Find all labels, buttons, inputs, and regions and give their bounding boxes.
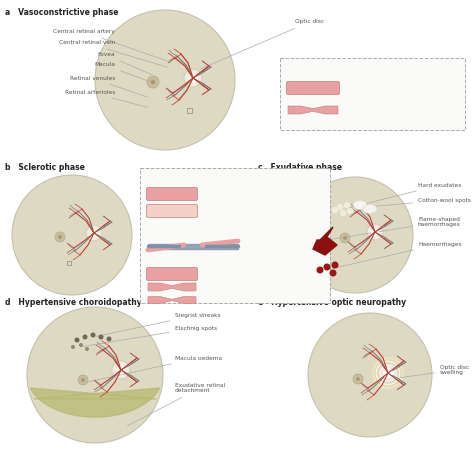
Text: Generalized
narrowing: Generalized narrowing [200, 282, 233, 292]
Circle shape [331, 207, 338, 213]
Circle shape [71, 345, 75, 349]
Text: Normal: Normal [200, 272, 220, 277]
Circle shape [112, 361, 130, 379]
Circle shape [189, 73, 198, 83]
Polygon shape [288, 106, 338, 114]
Circle shape [308, 313, 432, 437]
Text: Retinal arterioles: Retinal arterioles [64, 89, 147, 107]
Polygon shape [313, 227, 337, 255]
Circle shape [331, 261, 338, 268]
Circle shape [297, 177, 413, 293]
Circle shape [107, 337, 111, 342]
Text: e   Hypertensive optic neuropathy: e Hypertensive optic neuropathy [258, 298, 406, 307]
Circle shape [74, 337, 80, 343]
FancyBboxPatch shape [146, 205, 198, 218]
Text: Macula oedema: Macula oedema [86, 355, 222, 383]
Circle shape [184, 69, 202, 87]
Ellipse shape [363, 205, 377, 213]
Text: Optic disc: Optic disc [201, 19, 324, 69]
Polygon shape [30, 388, 160, 417]
Circle shape [383, 368, 393, 378]
Text: Exudative retinal
detachment: Exudative retinal detachment [128, 383, 225, 426]
Bar [187, 108, 192, 113]
Text: Arteriovenous nicking: Arteriovenous nicking [148, 226, 226, 231]
Circle shape [12, 175, 132, 295]
Text: Focal narrowing: Focal narrowing [200, 297, 244, 302]
Circle shape [90, 229, 98, 237]
Circle shape [337, 203, 344, 211]
Circle shape [95, 10, 235, 150]
Text: Wall
opacification: Wall opacification [200, 206, 236, 216]
Text: c   Exudative phase: c Exudative phase [258, 163, 342, 172]
Text: a   Vasoconstrictive phase: a Vasoconstrictive phase [5, 8, 118, 17]
Text: Central retinal vein: Central retinal vein [59, 41, 167, 67]
Circle shape [55, 232, 65, 242]
Circle shape [78, 375, 88, 385]
Circle shape [343, 236, 347, 240]
FancyBboxPatch shape [146, 188, 198, 201]
Text: Arteriole wall opacification: Arteriole wall opacification [148, 176, 243, 181]
Circle shape [340, 233, 350, 243]
Polygon shape [148, 283, 196, 291]
Text: Optic disc
swelling: Optic disc swelling [401, 365, 469, 378]
Circle shape [367, 224, 383, 240]
Text: Arteriole narrowing: Arteriole narrowing [288, 68, 357, 73]
Circle shape [91, 332, 95, 337]
Circle shape [58, 235, 62, 239]
Circle shape [86, 225, 102, 241]
Circle shape [344, 201, 350, 208]
FancyBboxPatch shape [146, 267, 198, 280]
Circle shape [372, 357, 404, 389]
Circle shape [339, 209, 346, 217]
Ellipse shape [353, 201, 367, 209]
FancyBboxPatch shape [286, 82, 339, 95]
Circle shape [378, 363, 398, 383]
Circle shape [375, 360, 401, 386]
Circle shape [353, 374, 363, 384]
Text: b   Sclerotic phase: b Sclerotic phase [5, 163, 85, 172]
Text: Normal: Normal [342, 85, 362, 90]
Polygon shape [148, 296, 196, 303]
FancyBboxPatch shape [280, 58, 465, 130]
Text: Hard exudates: Hard exudates [348, 183, 461, 208]
Circle shape [81, 378, 85, 382]
Circle shape [323, 264, 330, 271]
Text: d   Hypertensive choroidopathy: d Hypertensive choroidopathy [5, 298, 142, 307]
Text: Retinal venules: Retinal venules [70, 76, 147, 97]
Text: Flame-shaped
haemorrhages: Flame-shaped haemorrhages [330, 217, 461, 240]
Text: Haemorrhages: Haemorrhages [333, 242, 462, 268]
Circle shape [82, 335, 88, 339]
Circle shape [117, 366, 126, 374]
Text: Arteriole narrowing: Arteriole narrowing [148, 258, 217, 263]
FancyBboxPatch shape [140, 168, 330, 303]
Circle shape [356, 377, 360, 381]
Text: Siegrist streaks: Siegrist streaks [96, 313, 220, 337]
Circle shape [317, 266, 323, 273]
Circle shape [151, 80, 155, 84]
Circle shape [85, 347, 89, 351]
Circle shape [99, 335, 103, 339]
Circle shape [371, 228, 379, 236]
Text: Fovea: Fovea [97, 53, 153, 75]
Text: Central retinal artery: Central retinal artery [53, 30, 167, 61]
Circle shape [27, 307, 163, 443]
Circle shape [329, 270, 337, 277]
Text: Cotton-wool spots: Cotton-wool spots [370, 197, 471, 207]
Circle shape [346, 207, 354, 214]
Text: Normal: Normal [200, 191, 220, 196]
Text: Generalized
narrowing: Generalized narrowing [342, 105, 375, 115]
Text: Macula: Macula [94, 63, 148, 81]
Text: Elschnig spots: Elschnig spots [83, 325, 217, 347]
Circle shape [147, 76, 159, 88]
Bar [67, 261, 71, 265]
Circle shape [79, 343, 83, 347]
